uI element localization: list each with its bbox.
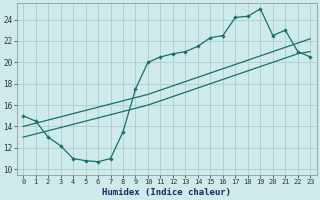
X-axis label: Humidex (Indice chaleur): Humidex (Indice chaleur) bbox=[102, 188, 231, 197]
